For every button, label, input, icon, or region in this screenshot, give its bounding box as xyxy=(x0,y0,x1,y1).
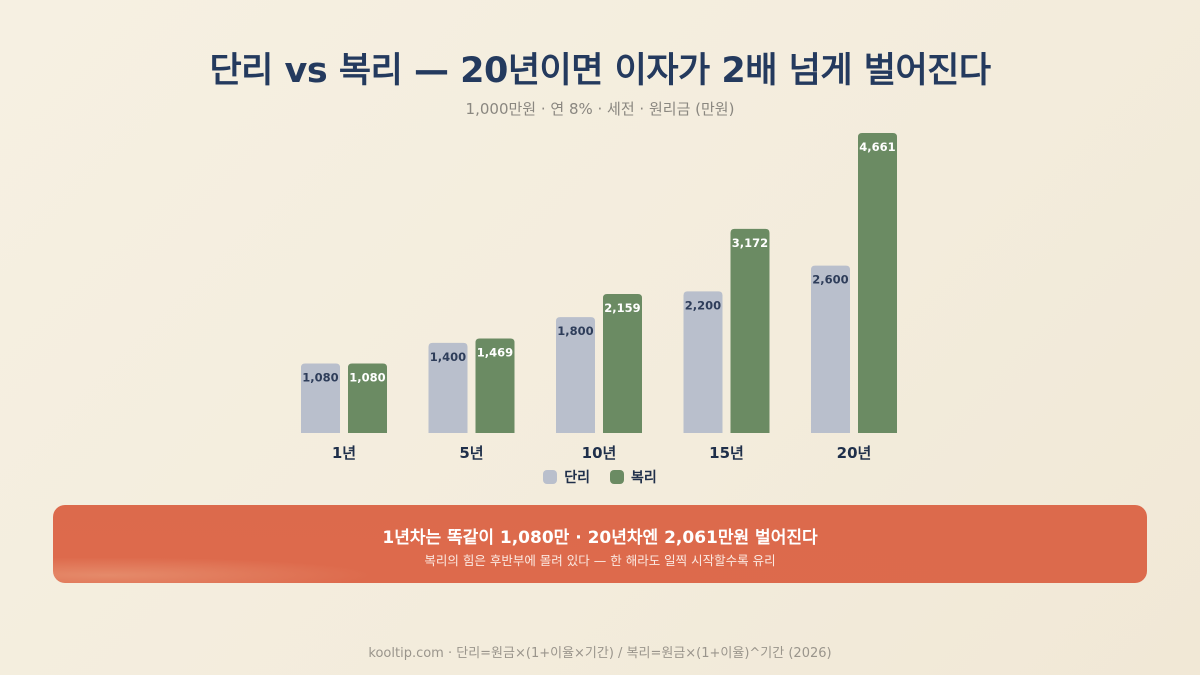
chart-title: 단리 vs 복리 — 20년이면 이자가 2배 넘게 벌어진다 xyxy=(209,51,991,91)
data-label-compound-2: 1,469 xyxy=(477,345,513,359)
footer-source: kooltip.com · 단리=원금×(1+이율×기간) / 복리=원금×(1… xyxy=(368,646,832,661)
x-tick-label: 5년 xyxy=(459,444,483,462)
bar-simple-2 xyxy=(428,342,468,433)
bar-compound-5 xyxy=(858,133,897,433)
data-label-compound-1: 1,080 xyxy=(349,370,385,384)
legend-swatch-compound xyxy=(610,470,624,484)
x-tick-label: 1년 xyxy=(332,444,356,462)
x-tick-label: 15년 xyxy=(709,444,744,462)
legend: 단리 복리 xyxy=(0,467,1200,487)
callout-subtext: 복리의 힘은 후반부에 몰려 있다 — 한 해라도 일찍 시작할수록 유리 xyxy=(424,553,776,568)
bar-simple-5 xyxy=(811,265,850,433)
bar-simple-1 xyxy=(301,363,340,433)
data-label-simple-1: 1,080 xyxy=(302,370,338,384)
legend-label-compound: 복리 xyxy=(631,470,657,486)
data-label-compound-4: 3,172 xyxy=(732,236,768,250)
legend-swatch-simple xyxy=(543,470,558,484)
bar-simple-3 xyxy=(556,317,595,433)
bar-compound-2 xyxy=(475,338,515,433)
x-tick-label: 10년 xyxy=(582,444,617,462)
bar-compound-1 xyxy=(348,363,387,433)
x-tick-label: 20년 xyxy=(837,444,872,462)
legend-item-compound: 복리 xyxy=(610,467,657,487)
legend-item-simple: 단리 xyxy=(543,467,590,487)
bar-chart: 1,080 1,080 1년 1,400 1,469 5년 1,800 2,159 10년 2,2… xyxy=(301,133,897,462)
data-label-compound-5: 4,661 xyxy=(859,140,895,154)
callout-box: 1년차는 똑같이 1,080만 · 20년차엔 2,061만원 벌어진다 복리의… xyxy=(53,505,1147,583)
bar-simple-4 xyxy=(683,291,723,433)
callout-headline: 1년차는 똑같이 1,080만 · 20년차엔 2,061만원 벌어진다 xyxy=(382,528,818,548)
data-label-compound-3: 2,159 xyxy=(604,301,640,315)
legend-label-simple: 단리 xyxy=(564,470,590,486)
data-label-simple-5: 2,600 xyxy=(812,273,848,287)
data-label-simple-2: 1,400 xyxy=(430,350,466,364)
data-label-simple-4: 2,200 xyxy=(685,298,721,312)
bar-compound-4 xyxy=(730,228,770,433)
chart-subtitle: 1,000만원 · 연 8% · 세전 · 원리금 (만원) xyxy=(465,100,735,118)
bar-compound-3 xyxy=(603,294,642,433)
data-label-simple-3: 1,800 xyxy=(557,324,593,338)
